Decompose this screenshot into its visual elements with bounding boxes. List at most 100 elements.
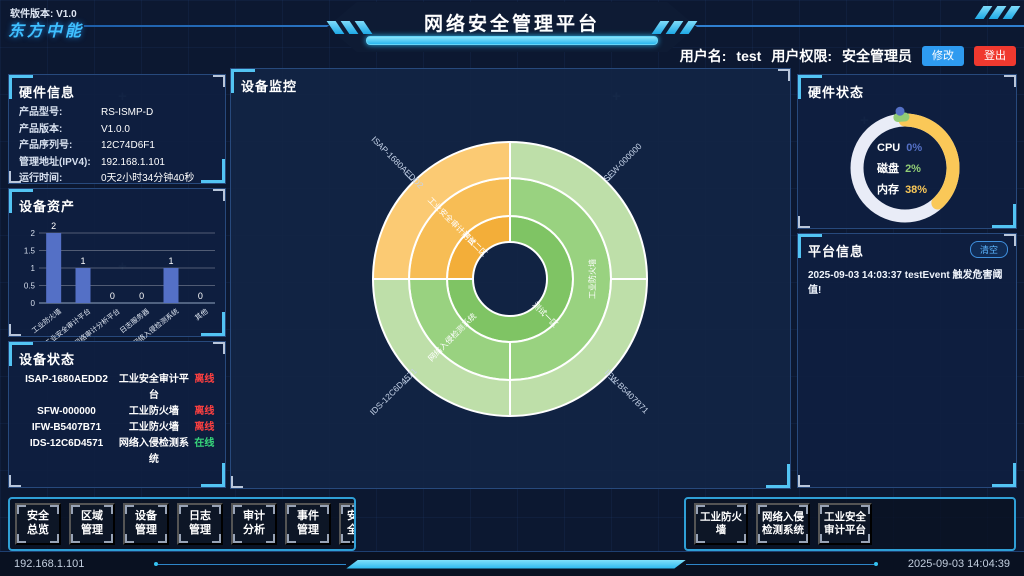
svg-text:0: 0 <box>31 299 36 308</box>
device-status-badge: 离线 <box>194 422 215 433</box>
device-status-body: ISAP-1680AEDD2 工业安全审计平台 离线 SFW-000000 工业防火墙离… <box>9 372 225 468</box>
device-status-row: SFW-000000 工业防火墙 离线 <box>9 404 225 420</box>
nav-button-4[interactable]: 日志管理 <box>177 503 223 545</box>
modify-button[interactable]: 修改 <box>922 46 964 66</box>
svg-text:1.5: 1.5 <box>24 247 36 256</box>
deco-line <box>158 563 347 565</box>
svg-text:SFW-000000: SFW-000000 <box>601 141 644 184</box>
nav-button-6[interactable]: 事件管理 <box>285 503 331 545</box>
hardware-info-value: 0天2小时34分钟40秒 <box>101 173 195 184</box>
svg-text:其他: 其他 <box>193 306 210 322</box>
hardware-info-row: 产品版本: V1.0.0 <box>9 122 225 139</box>
device-status-badge: 在线 <box>194 438 215 449</box>
hardware-status-title: 硬件状态 <box>808 85 865 100</box>
hardware-info-row: 产品序列号: 12C74D6F1 <box>9 138 225 155</box>
svg-text:1: 1 <box>31 264 36 273</box>
svg-text:1: 1 <box>168 256 173 266</box>
clear-messages-button[interactable]: 清空 <box>969 241 1008 258</box>
brand-logo: 东方中能 <box>8 23 85 40</box>
title-underline-bar <box>366 36 658 45</box>
svg-text:0: 0 <box>110 291 115 301</box>
hardware-info-value: V1.0.0 <box>101 123 130 135</box>
permission-label: 用户权限: <box>771 48 832 64</box>
hardware-info-value: 12C74D6F1 <box>101 140 155 151</box>
software-version: 软件版本: V1.0 <box>10 9 77 20</box>
device-status-badge: 离线 <box>194 406 215 417</box>
device-id: IDS-12C6D4571 <box>29 438 104 449</box>
svg-text:0.5: 0.5 <box>24 282 36 291</box>
device-assets-bar-chart: 00.511.522工业防火墙1工业安全审计平台0工业网络审计分析平台0日志服务… <box>24 221 215 357</box>
device-monitor-title: 设备监控 <box>241 79 298 94</box>
nav-quick-button-1[interactable]: 工业防火墙 <box>694 503 748 545</box>
device-type: 工业安全审计平台 <box>118 374 189 401</box>
device-status-row: IDS-12C6D4571 网络入侵检测系统 在线 <box>9 436 225 468</box>
hardware-status-panel: 硬件状态 CPU 0% 磁盘 2% 内存 38% <box>797 74 1017 229</box>
top-right-slashes-icon <box>974 6 1021 19</box>
permission-value: 安全管理员 <box>842 48 912 64</box>
device-type: 工业防火墙 <box>128 406 179 417</box>
device-monitor-sunburst-chart[interactable]: 测试二区测试一区工业安全审计平台工业防火墙网络入侵检测系统ISAP-1680AE… <box>231 99 790 492</box>
deco-line <box>686 563 875 565</box>
deco-dot <box>874 562 879 566</box>
platform-info-panel: 平台信息 清空 2025-09-03 14:03:37 testEvent 触发… <box>797 233 1017 488</box>
svg-text:0: 0 <box>139 291 144 301</box>
hardware-info-value: 192.168.1.101 <box>101 156 165 168</box>
banner-right-slashes-icon <box>651 21 698 34</box>
page-title: 网络安全管理平台 <box>423 14 600 35</box>
hardware-info-label: 产品版本: <box>19 123 63 135</box>
hardware-info-body: 产品型号: RS-ISMP-D 产品版本: V1.0.0 产品序列号: 12C74D6F1… <box>9 105 225 188</box>
status-bar-datetime: 2025-09-03 14:04:39 <box>907 558 1010 570</box>
user-info-bar: 用户名: test 用户权限: 安全管理员 修改 登出 <box>680 44 1016 68</box>
hardware-info-panel: 硬件信息 产品型号: RS-ISMP-D 产品版本: V1.0.0 产品序列号: 12C7… <box>8 74 226 184</box>
hardware-info-row: 产品型号: RS-ISMP-D <box>9 105 225 122</box>
status-bar-decoration <box>154 560 879 569</box>
nav-button-5[interactable]: 审计分析 <box>231 503 277 545</box>
deco-bar <box>346 560 686 569</box>
platform-message: 2025-09-03 14:03:37 testEvent 触发危害阈值! <box>808 270 1003 296</box>
deco-dot <box>154 562 159 566</box>
nav-button-1[interactable]: 安全总览 <box>15 503 61 545</box>
bottom-nav-right-frame: 工业防火墙 网络入侵检测系统 工业安全审计平台 <box>684 497 1016 551</box>
svg-text:磁盘 2%: 磁盘 2% <box>877 161 921 175</box>
device-status-row: ISAP-1680AEDD2 工业安全审计平台 离线 <box>9 372 225 404</box>
svg-text:2: 2 <box>31 229 36 238</box>
hardware-info-value: RS-ISMP-D <box>101 107 154 118</box>
svg-text:内存 38%: 内存 38% <box>877 182 927 196</box>
hardware-info-row: 管理地址(IPV4): 192.168.1.101 <box>9 155 225 172</box>
nav-quick-button-2[interactable]: 网络入侵检测系统 <box>756 503 810 545</box>
logout-button[interactable]: 登出 <box>974 46 1016 66</box>
nav-button-3[interactable]: 设备管理 <box>123 503 169 545</box>
platform-messages-list: 2025-09-03 14:03:37 testEvent 触发危害阈值! <box>798 264 1016 298</box>
device-id: ISAP-1680AEDD2 <box>25 374 108 385</box>
title-banner: 网络安全管理平台 <box>326 2 698 52</box>
device-type: 工业防火墙 <box>128 422 179 433</box>
device-type: 网络入侵检测系统 <box>118 438 189 465</box>
nav-button-7[interactable]: 安全 <box>339 503 354 545</box>
status-bar-ip: 192.168.1.101 <box>14 558 85 570</box>
device-id: SFW-000000 <box>37 406 96 417</box>
hardware-info-label: 产品序列号: <box>19 140 73 151</box>
device-status-title: 设备状态 <box>19 352 76 367</box>
svg-text:CPU 0%: CPU 0% <box>877 142 922 154</box>
device-status-badge: 离线 <box>194 374 215 385</box>
svg-text:IDS-12C6D4571: IDS-12C6D4571 <box>368 366 419 417</box>
status-bar: 192.168.1.101 2025-09-03 14:04:39 <box>0 551 1024 576</box>
username-label: 用户名: <box>679 48 727 64</box>
nav-button-2[interactable]: 区域管理 <box>69 503 115 545</box>
hardware-info-row: 运行时间: 0天2小时34分钟40秒 <box>9 171 225 188</box>
device-status-row: IFW-B5407B71 工业防火墙 离线 <box>9 420 225 436</box>
svg-text:1: 1 <box>80 256 85 266</box>
svg-text:2: 2 <box>51 221 56 231</box>
hardware-info-label: 产品型号: <box>19 107 63 118</box>
device-monitor-panel: 设备监控 测试二区 测试一区 工业安全审计平台 工业防火墙 网络入侵检测系统 ISAP-1… <box>230 68 791 489</box>
svg-text:网络入侵检测系统: 网络入侵检测系统 <box>131 306 181 341</box>
hardware-info-label: 管理地址(IPV4): <box>19 156 91 168</box>
hardware-status-donut-chart: CPU 0% 磁盘 2% 内存 38% <box>850 106 960 223</box>
hardware-info-title: 硬件信息 <box>19 85 76 100</box>
device-id: IFW-B5407B71 <box>31 422 102 433</box>
device-status-panel: 设备状态 ISAP-1680AEDD2 工业安全审计平台 离线 SFW-000000 工… <box>8 341 226 488</box>
svg-text:IFW-B5407B71: IFW-B5407B71 <box>603 367 651 415</box>
username-value: test <box>736 48 762 64</box>
nav-quick-button-3[interactable]: 工业安全审计平台 <box>818 503 872 545</box>
